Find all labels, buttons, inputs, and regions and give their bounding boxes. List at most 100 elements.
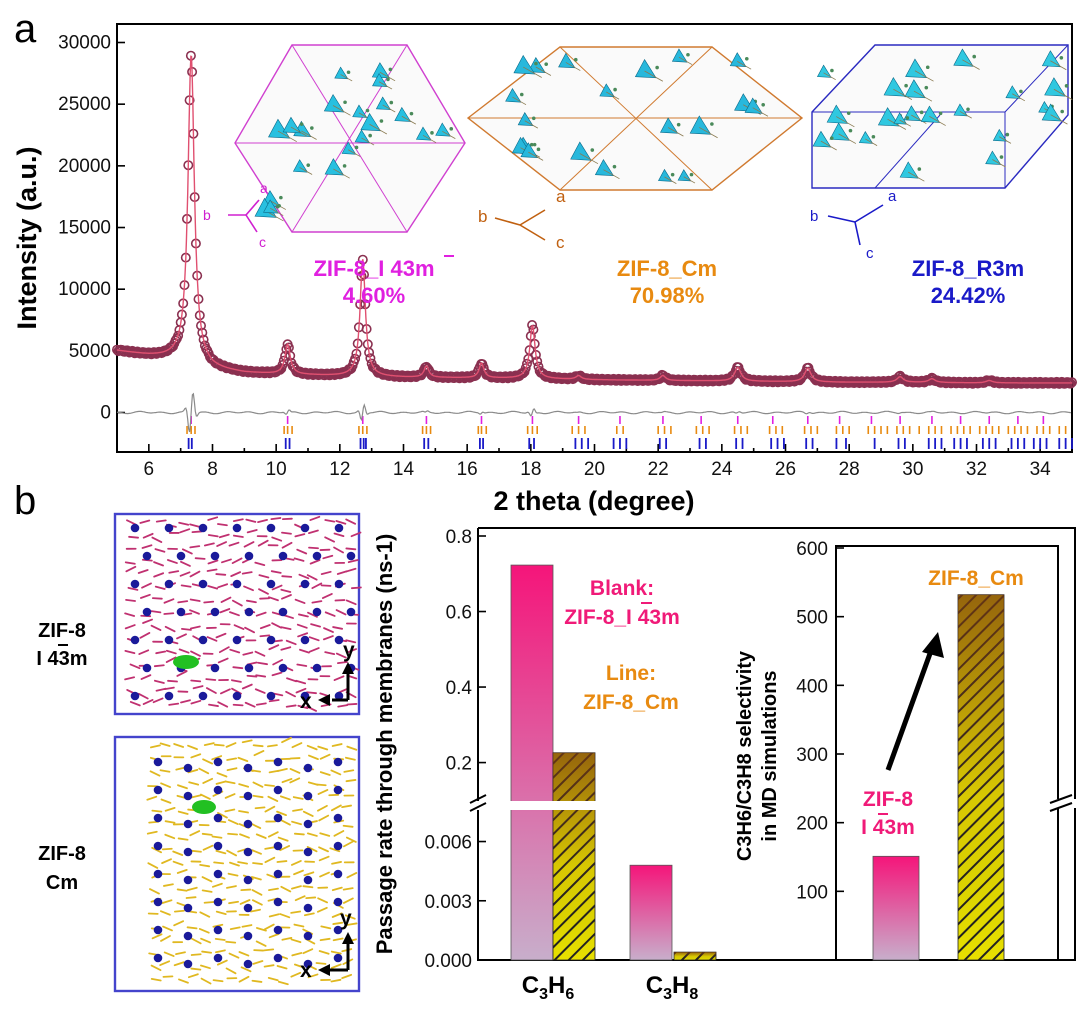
lattice-bond xyxy=(293,963,305,969)
atom xyxy=(529,142,534,147)
tetrahedron xyxy=(826,104,849,124)
metal-node xyxy=(164,579,174,589)
passage-ylabel: Passage rate through membranes (ns-1) xyxy=(372,534,397,955)
lattice-bond xyxy=(153,679,165,684)
atom xyxy=(829,136,834,140)
atom xyxy=(919,110,924,115)
lattice-bond xyxy=(172,860,184,866)
metal-node xyxy=(198,579,208,589)
metal-node xyxy=(183,791,193,801)
lattice-bond xyxy=(280,646,292,651)
lattice-bond xyxy=(226,849,238,857)
phase-name-r3m: ZIF-8_R3m xyxy=(912,256,1024,281)
lattice-bond xyxy=(330,963,342,969)
lattice-bond xyxy=(179,528,191,534)
xrd-reflection-ticks xyxy=(186,416,1073,449)
selectivity-bar-cm-shade xyxy=(958,594,1004,960)
metal-node xyxy=(334,579,344,589)
atom xyxy=(710,122,714,126)
atom xyxy=(389,100,394,105)
lattice-bond xyxy=(308,754,319,761)
lattice-bond xyxy=(297,632,309,638)
bond xyxy=(644,70,664,82)
lattice-bond xyxy=(187,973,199,979)
metal-node xyxy=(273,925,283,935)
xrd-xlabel: 2 theta (degree) xyxy=(493,486,694,516)
lattice-bond xyxy=(324,519,336,523)
xrd-xtick-label: 18 xyxy=(520,459,541,480)
lattice-bond xyxy=(176,633,187,640)
metal-node xyxy=(176,551,186,561)
tetrahedron xyxy=(372,73,388,87)
lattice-bond xyxy=(218,646,230,654)
lattice-bond xyxy=(142,618,153,624)
metal-node xyxy=(130,635,140,645)
tetrahedron xyxy=(435,122,451,137)
lattice-bond xyxy=(263,923,275,931)
phase-name-cubic: ZIF-8_I 43m xyxy=(313,256,434,281)
atom xyxy=(830,68,834,73)
lattice-bond xyxy=(319,753,331,760)
bond xyxy=(962,59,980,70)
metal-node xyxy=(273,785,283,795)
lattice-bond xyxy=(254,806,266,810)
lattice-bond xyxy=(181,548,193,555)
bond xyxy=(1050,114,1068,125)
atom xyxy=(590,148,595,152)
lattice-bond xyxy=(324,611,336,617)
lattice-bond xyxy=(317,745,329,751)
bond xyxy=(523,66,542,78)
bond xyxy=(369,123,388,135)
lattice-bond xyxy=(199,863,211,868)
lattice-bond xyxy=(213,861,225,865)
xrd-ytick-label: 25000 xyxy=(58,94,111,115)
tetrahedron xyxy=(517,111,534,127)
lattice-bond xyxy=(137,692,149,700)
metal-node xyxy=(244,607,254,617)
tetrahedron xyxy=(899,161,919,179)
metal-node xyxy=(130,523,140,533)
metal-node xyxy=(243,931,253,941)
tetrahedron xyxy=(893,112,908,125)
lattice-bond xyxy=(139,632,151,639)
lattice-bond xyxy=(295,687,307,694)
atom xyxy=(905,116,910,120)
lattice-bond xyxy=(321,593,333,599)
lattice-bond xyxy=(311,582,323,590)
lattice-bond xyxy=(277,980,289,986)
lattice-bond xyxy=(306,574,318,581)
atom xyxy=(938,111,943,116)
lattice-bond xyxy=(307,611,318,618)
lattice-bond xyxy=(176,670,188,677)
lattice-bond xyxy=(283,614,294,619)
lattice-bond xyxy=(198,928,210,934)
selectivity-ylabel-2: in MD simulations xyxy=(759,670,781,841)
lattice-bond xyxy=(140,674,152,680)
lattice-bond xyxy=(294,533,306,538)
metal-node xyxy=(266,579,276,589)
lattice-bond xyxy=(252,960,264,965)
atom xyxy=(686,52,690,57)
lattice-bond xyxy=(257,519,268,524)
atom xyxy=(310,126,314,130)
lattice-bond xyxy=(203,600,215,604)
metal-node xyxy=(243,959,253,969)
bond xyxy=(290,126,307,137)
lattice-bond xyxy=(263,964,275,968)
lattice-bond xyxy=(216,959,228,966)
line-label: Line: xyxy=(606,662,656,685)
tetrahedron xyxy=(985,150,1002,165)
bond xyxy=(838,133,857,144)
bond xyxy=(528,151,544,161)
metal-node xyxy=(300,523,310,533)
lattice-bond xyxy=(207,559,219,565)
lattice-bond xyxy=(125,565,137,573)
lattice-bond xyxy=(181,627,192,631)
bond xyxy=(699,127,718,139)
axis-break-right xyxy=(1049,794,1080,812)
bond xyxy=(524,120,539,129)
metal-node xyxy=(164,691,174,701)
observed-point xyxy=(173,330,184,341)
metal-node xyxy=(213,757,223,767)
selectivity-ylabel-1: C3H6/C3H8 selectivity xyxy=(734,650,756,861)
